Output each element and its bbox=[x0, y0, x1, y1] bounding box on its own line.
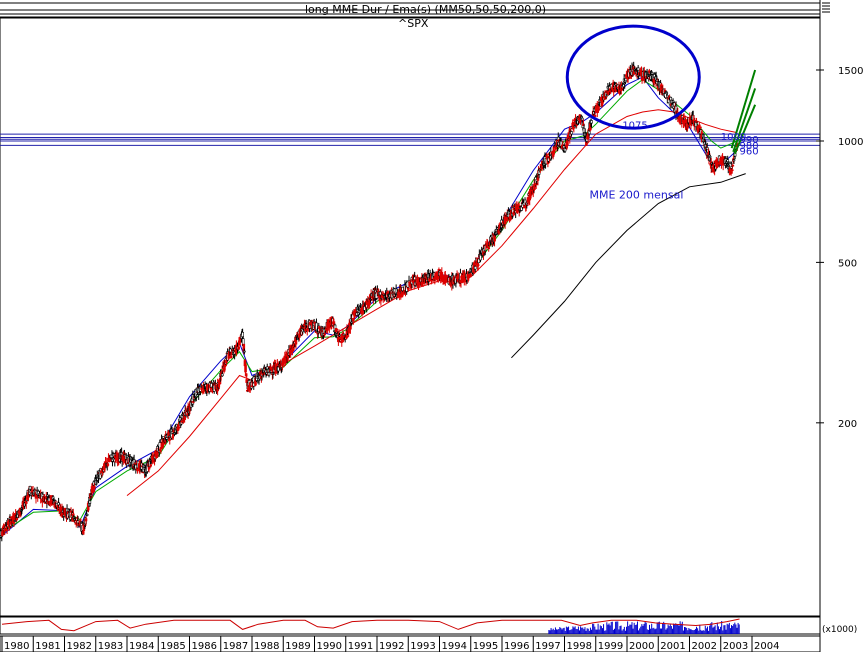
x-tick-label: 1983 bbox=[98, 641, 123, 652]
price-bar-body bbox=[566, 141, 568, 145]
price-bar-body bbox=[336, 329, 338, 330]
price-bar-body bbox=[581, 117, 583, 118]
price-bar-body bbox=[238, 347, 240, 349]
x-tick-label: 1994 bbox=[442, 641, 467, 652]
y-tick-label: 1500 bbox=[838, 66, 863, 77]
price-bar-body bbox=[242, 332, 244, 336]
price-bar-body bbox=[245, 365, 247, 373]
price-bar-body bbox=[221, 374, 223, 376]
price-bar-body bbox=[460, 280, 462, 282]
x-tick-label: 2002 bbox=[692, 641, 717, 652]
x-tick-label: 1988 bbox=[254, 641, 279, 652]
y-tick-label: 1000 bbox=[838, 137, 863, 148]
chart-annotation: MME 200 mensal bbox=[590, 189, 684, 202]
x-tick-label: 1989 bbox=[285, 641, 310, 652]
price-bar-body bbox=[732, 165, 734, 166]
x-tick-label: 1999 bbox=[598, 641, 623, 652]
y-tick-label: 200 bbox=[838, 419, 857, 430]
price-bar-body bbox=[530, 194, 532, 195]
price-bar-body bbox=[169, 439, 171, 440]
x-tick-label: 1995 bbox=[473, 641, 498, 652]
price-bar-body bbox=[178, 427, 180, 428]
chart-annotation: 960 bbox=[740, 147, 759, 158]
price-bar-body bbox=[594, 115, 596, 116]
price-bar-body bbox=[728, 165, 730, 166]
price-bar-body bbox=[666, 93, 668, 94]
x-tick-label: 1997 bbox=[535, 641, 560, 652]
price-bar-body bbox=[727, 160, 729, 162]
x-tick-label: 2003 bbox=[723, 641, 748, 652]
x-tick-label: 1982 bbox=[67, 641, 92, 652]
price-bar-body bbox=[557, 146, 559, 147]
price-bar-body bbox=[339, 335, 341, 336]
price-bar-body bbox=[177, 425, 179, 427]
volume-multiplier: (x1000) bbox=[822, 625, 857, 635]
x-tick-label: 1996 bbox=[504, 641, 529, 652]
price-bar-body bbox=[477, 265, 479, 266]
price-bar-body bbox=[699, 127, 701, 128]
price-bar-body bbox=[540, 165, 542, 166]
price-bar-body bbox=[733, 160, 735, 161]
price-bar-body bbox=[230, 356, 232, 358]
price-bar-body bbox=[195, 396, 197, 397]
price-bar-body bbox=[351, 322, 353, 323]
price-bar-body bbox=[731, 170, 733, 171]
y-tick-label: 500 bbox=[838, 258, 857, 269]
x-tick-label: 1990 bbox=[317, 641, 342, 652]
price-bar-body bbox=[729, 162, 731, 163]
price-bar-body bbox=[150, 465, 152, 467]
price-bar-body bbox=[93, 486, 95, 488]
price-bar-body bbox=[488, 248, 490, 249]
chart-title: ^SPX bbox=[398, 17, 429, 30]
price-bar-body bbox=[86, 514, 88, 515]
x-tick-label: 1986 bbox=[192, 641, 217, 652]
price-bar-body bbox=[85, 519, 87, 521]
price-bar-body bbox=[470, 274, 472, 276]
x-tick-label: 2004 bbox=[754, 641, 779, 652]
x-tick-label: 2001 bbox=[660, 641, 685, 652]
price-bar-body bbox=[571, 131, 573, 134]
price-bar-body bbox=[89, 501, 91, 504]
price-bar-body bbox=[305, 324, 307, 325]
x-tick-label: 1993 bbox=[410, 641, 435, 652]
price-bar-body bbox=[333, 322, 335, 324]
x-tick-label: 1987 bbox=[223, 641, 248, 652]
price-bar-body bbox=[590, 120, 592, 123]
x-tick-label: 1981 bbox=[35, 641, 60, 652]
price-bar-body bbox=[629, 77, 631, 78]
x-tick-label: 1985 bbox=[160, 641, 185, 652]
price-bar-body bbox=[709, 156, 711, 157]
x-tick-label: 1980 bbox=[4, 641, 29, 652]
price-bar-body bbox=[703, 137, 705, 139]
x-tick-label: 1998 bbox=[567, 641, 592, 652]
legend-overlay: long MME Dur / Ema(s) (MM50,50,50,200,0) bbox=[305, 3, 546, 16]
x-tick-label: 2000 bbox=[629, 641, 654, 652]
price-bar-body bbox=[407, 288, 409, 289]
x-tick-label: 1991 bbox=[348, 641, 373, 652]
price-bar-body bbox=[107, 464, 109, 466]
price-bar-body bbox=[670, 97, 672, 100]
price-bar-body bbox=[665, 92, 667, 93]
chart-annotation: 1075 bbox=[622, 120, 647, 131]
x-tick-label: 1992 bbox=[379, 641, 404, 652]
price-bar-body bbox=[243, 351, 245, 352]
x-tick-label: 1984 bbox=[129, 641, 154, 652]
price-bar-body bbox=[324, 334, 326, 335]
